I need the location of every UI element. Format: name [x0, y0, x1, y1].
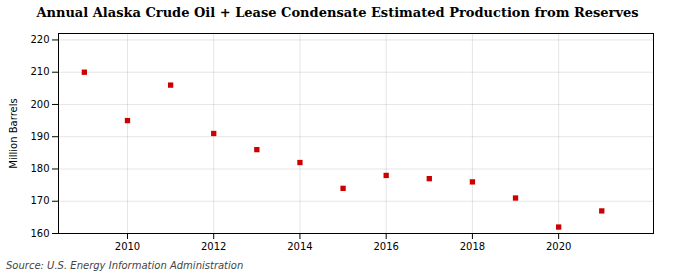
svg-text:2020: 2020 [546, 241, 571, 252]
svg-text:180: 180 [30, 163, 49, 174]
svg-text:Million Barrels: Million Barrels [8, 98, 19, 168]
svg-text:2018: 2018 [460, 241, 485, 252]
svg-text:200: 200 [30, 99, 49, 110]
svg-text:210: 210 [30, 66, 49, 77]
svg-text:2012: 2012 [201, 241, 226, 252]
html-text:Annual Alaska Crude Oil + Leas: Annual Alaska Crude Oil + Lease Condensa… [36, 5, 639, 20]
svg-text:170: 170 [30, 195, 49, 206]
svg-text:2014: 2014 [287, 241, 312, 252]
svg-text:220: 220 [30, 34, 49, 45]
svg-text:2016: 2016 [373, 241, 398, 252]
svg-text:190: 190 [30, 131, 49, 142]
svg-text:2010: 2010 [115, 241, 140, 252]
html-text:Source: U.S. Energy Informatio: Source: U.S. Energy Information Administ… [6, 260, 244, 271]
svg-text:160: 160 [30, 228, 49, 239]
